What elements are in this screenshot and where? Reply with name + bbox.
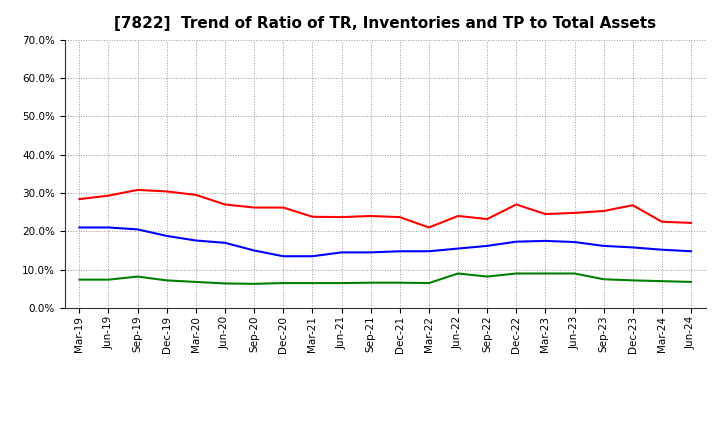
Trade Receivables	[483, 216, 492, 222]
Trade Receivables	[599, 209, 608, 214]
Trade Payables	[220, 281, 229, 286]
Trade Receivables	[425, 225, 433, 230]
Inventories	[104, 225, 113, 230]
Line: Trade Payables: Trade Payables	[79, 274, 691, 284]
Trade Payables	[541, 271, 550, 276]
Trade Receivables	[279, 205, 287, 210]
Trade Payables	[366, 280, 375, 285]
Inventories	[483, 243, 492, 249]
Trade Receivables	[512, 202, 521, 207]
Inventories	[250, 248, 258, 253]
Trade Payables	[75, 277, 84, 282]
Trade Receivables	[133, 187, 142, 193]
Inventories	[366, 250, 375, 255]
Line: Inventories: Inventories	[79, 227, 691, 256]
Trade Payables	[395, 280, 404, 285]
Trade Receivables	[395, 214, 404, 220]
Trade Receivables	[220, 202, 229, 207]
Trade Payables	[104, 277, 113, 282]
Trade Payables	[483, 274, 492, 279]
Trade Receivables	[104, 193, 113, 198]
Trade Receivables	[570, 210, 579, 216]
Trade Payables	[250, 281, 258, 286]
Title: [7822]  Trend of Ratio of TR, Inventories and TP to Total Assets: [7822] Trend of Ratio of TR, Inventories…	[114, 16, 656, 32]
Trade Receivables	[163, 189, 171, 194]
Trade Payables	[570, 271, 579, 276]
Trade Receivables	[687, 220, 696, 226]
Trade Payables	[629, 278, 637, 283]
Trade Payables	[337, 280, 346, 286]
Trade Payables	[687, 279, 696, 285]
Inventories	[599, 243, 608, 249]
Inventories	[541, 238, 550, 244]
Trade Payables	[133, 274, 142, 279]
Inventories	[454, 246, 462, 251]
Trade Receivables	[337, 214, 346, 220]
Trade Payables	[512, 271, 521, 276]
Inventories	[133, 227, 142, 232]
Trade Receivables	[250, 205, 258, 210]
Inventories	[220, 240, 229, 246]
Inventories	[163, 233, 171, 238]
Inventories	[687, 249, 696, 254]
Inventories	[395, 249, 404, 254]
Inventories	[629, 245, 637, 250]
Trade Payables	[192, 279, 200, 285]
Trade Receivables	[454, 213, 462, 219]
Trade Receivables	[192, 192, 200, 198]
Inventories	[192, 238, 200, 243]
Inventories	[657, 247, 666, 253]
Inventories	[75, 225, 84, 230]
Trade Receivables	[657, 219, 666, 224]
Trade Receivables	[75, 197, 84, 202]
Inventories	[308, 253, 317, 259]
Line: Trade Receivables: Trade Receivables	[79, 190, 691, 227]
Trade Payables	[657, 279, 666, 284]
Inventories	[425, 249, 433, 254]
Trade Payables	[454, 271, 462, 276]
Trade Receivables	[308, 214, 317, 220]
Trade Payables	[425, 280, 433, 286]
Trade Receivables	[629, 202, 637, 208]
Trade Payables	[163, 278, 171, 283]
Trade Receivables	[541, 211, 550, 216]
Trade Payables	[279, 280, 287, 286]
Inventories	[570, 239, 579, 245]
Inventories	[512, 239, 521, 244]
Trade Receivables	[366, 213, 375, 219]
Inventories	[337, 250, 346, 255]
Trade Payables	[308, 280, 317, 286]
Trade Payables	[599, 277, 608, 282]
Inventories	[279, 253, 287, 259]
